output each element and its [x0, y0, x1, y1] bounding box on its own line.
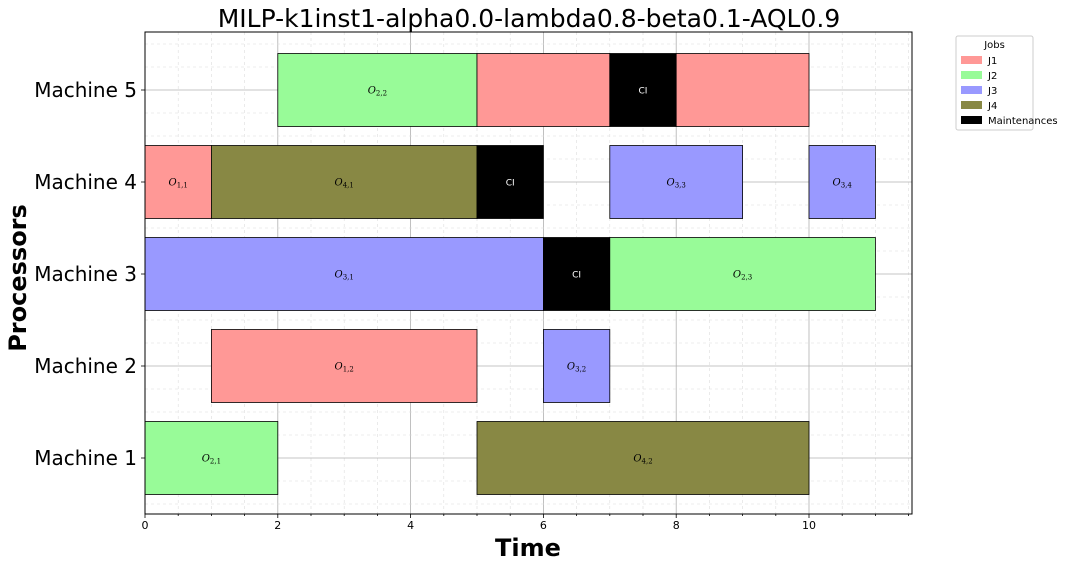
legend-swatch: [961, 56, 982, 64]
y-tick-label: Machine 3: [34, 262, 137, 286]
task-bar-m: [543, 237, 611, 311]
legend-swatch: [961, 71, 982, 79]
maintenance-label: CI: [639, 87, 648, 97]
maintenance-label: CI: [506, 179, 515, 189]
x-tick-label: 10: [802, 519, 816, 532]
task-bar-j2: [144, 421, 279, 495]
task-bar-j1: [144, 145, 212, 219]
operation-label: O3,2: [567, 362, 586, 374]
task-bar-j3: [808, 145, 876, 219]
y-tick-label: Machine 4: [34, 170, 137, 194]
x-tick-label: 8: [673, 519, 680, 532]
task-bar-j2: [609, 237, 876, 311]
task-bar-j1: [675, 53, 810, 127]
operation-label: O3,1: [335, 270, 354, 282]
legend-entry: J2: [987, 71, 997, 82]
legend-entry: J1: [987, 56, 997, 67]
task-bar-j2: [277, 53, 478, 127]
x-tick-label: 4: [407, 519, 414, 532]
operation-label: O3,3: [667, 178, 686, 190]
operation-label: O2,1: [202, 454, 221, 466]
task-bar-j3: [144, 237, 544, 311]
y-tick-labels: Machine 1 Machine 2 Machine 3 Machine 4 Mach…: [34, 78, 145, 470]
operation-label: O2,2: [368, 86, 387, 98]
operation-label: O2,3: [733, 270, 752, 282]
y-tick-label: Machine 1: [34, 446, 137, 470]
operation-label: O4,1: [335, 178, 354, 190]
operation-label: O1,2: [335, 362, 354, 374]
legend: Jobs J1 J2 J3 J4 Maintenances: [955, 35, 1058, 131]
legend-swatch: [961, 101, 982, 109]
x-tick-label: 2: [274, 519, 281, 532]
task-bar-j4: [210, 145, 478, 219]
task-bar-j4: [476, 421, 810, 495]
legend-swatch: [961, 116, 982, 124]
x-tick-labels: 0 2 4 6 8 10: [142, 514, 909, 532]
maintenance-label: CI: [572, 271, 581, 281]
task-bar-j1: [210, 329, 478, 403]
x-tick-label: 6: [540, 519, 547, 532]
legend-entry: Maintenances: [988, 116, 1058, 127]
y-tick-label: Machine 5: [34, 78, 137, 102]
task-bar-j1: [476, 53, 611, 127]
task-bar-m: [476, 145, 544, 219]
x-tick-label: 0: [142, 519, 149, 532]
legend-entry: J4: [987, 101, 997, 112]
task-bar-j3: [543, 329, 611, 403]
task-bar-m: [609, 53, 677, 127]
chart-title: MILP-k1inst1-alpha0.0-lambda0.8-beta0.1-…: [218, 4, 841, 33]
task-labels: O2,1 O4,2 O1,2 O3,2 O3,1 CI O2,3 O1,1 O4,1 CI O3,3…: [169, 86, 853, 466]
legend-entry: J3: [987, 86, 997, 97]
x-axis-label: Time: [495, 534, 561, 562]
plot-frame: [144, 31, 913, 515]
y-tick-label: Machine 2: [34, 354, 137, 378]
legend-title: Jobs: [983, 40, 1005, 51]
y-axis-label: Processors: [4, 204, 32, 352]
operation-label: O3,4: [833, 178, 853, 190]
operation-label: O1,1: [169, 178, 188, 190]
task-bars: [144, 53, 876, 495]
task-bar-j3: [609, 145, 743, 219]
legend-swatch: [961, 86, 982, 94]
operation-label: O4,2: [633, 454, 652, 466]
